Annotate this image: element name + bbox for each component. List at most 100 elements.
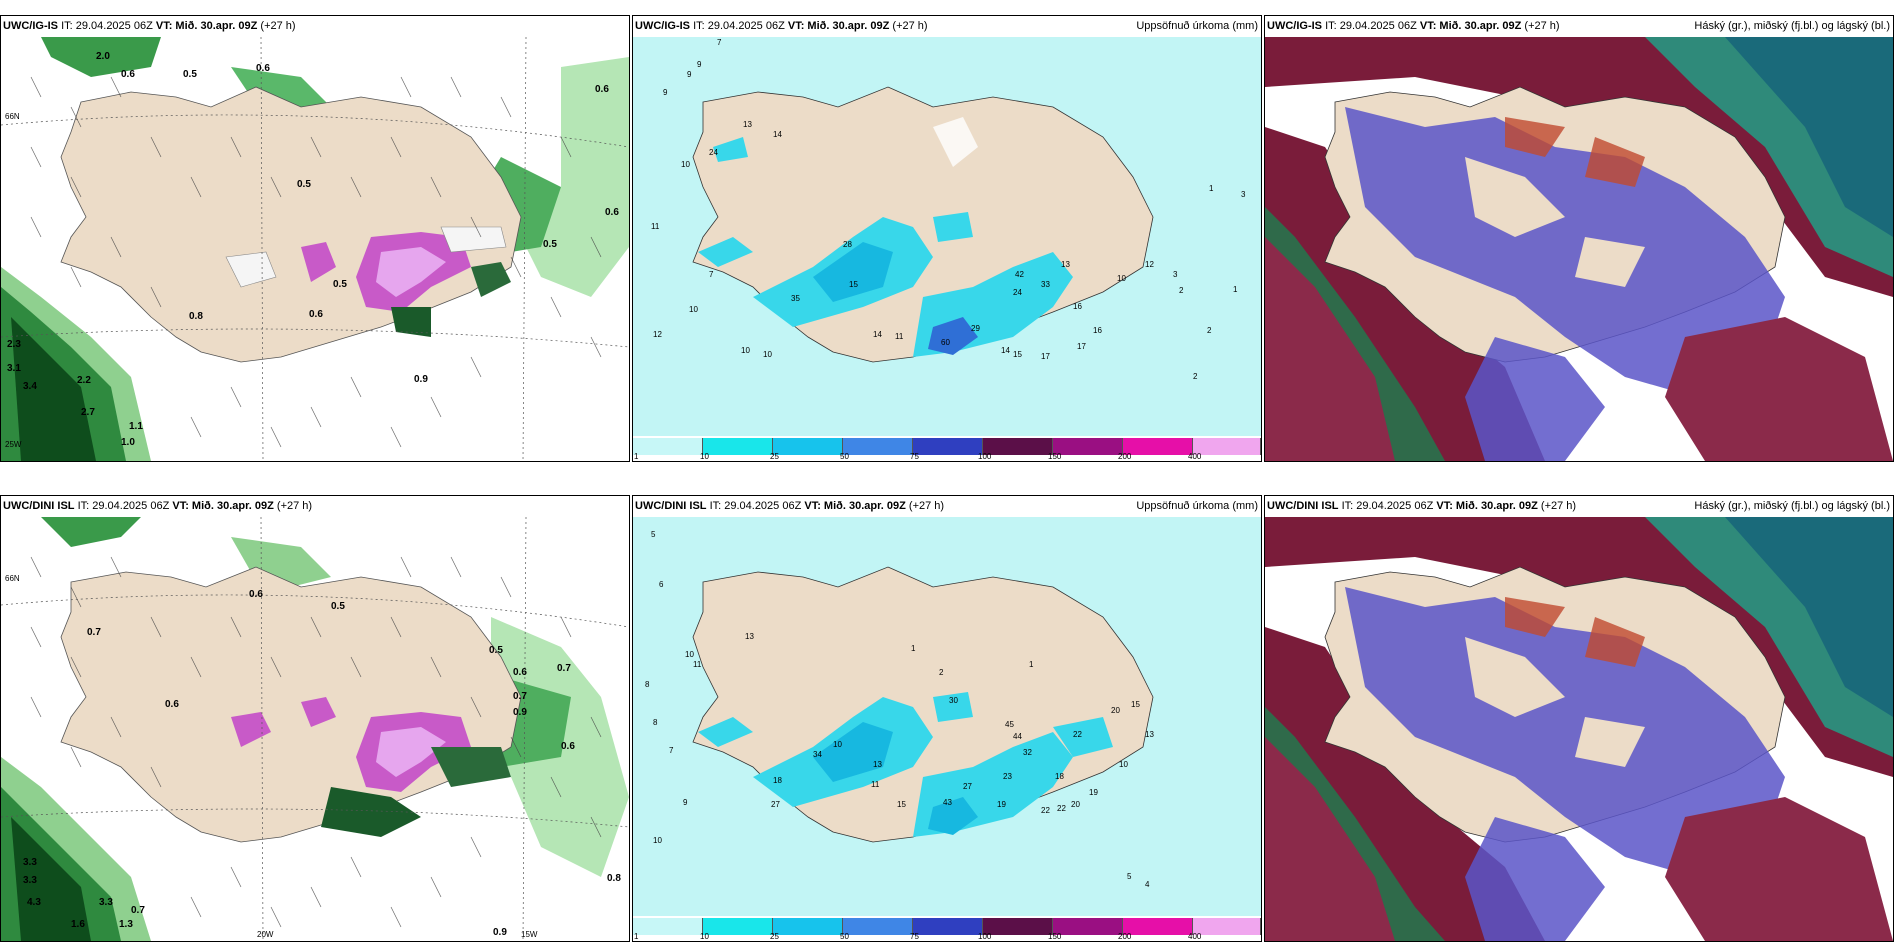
precip-value: 13 <box>873 760 882 769</box>
wind-panel-bottom: UWC/DINI ISL IT: 29.04.2025 06Z VT: Mið.… <box>0 495 630 942</box>
colorbar-swatch <box>773 918 843 935</box>
model-name: UWC/DINI ISL <box>1267 500 1339 512</box>
colorbar-tick: 1 <box>634 452 639 461</box>
cloud-panel-top: UWC/IG-IS IT: 29.04.2025 06Z VT: Mið. 30… <box>1264 15 1894 462</box>
colorbar-swatch <box>1123 918 1193 935</box>
colorbar-swatch <box>703 918 773 935</box>
wind-value: 0.6 <box>249 589 263 600</box>
init-time: IT: 29.04.2025 06Z <box>77 500 170 512</box>
precip-value: 15 <box>849 280 858 289</box>
lat-label: 66N <box>5 112 20 121</box>
precip-value: 4 <box>1145 880 1150 889</box>
precip-value: 22 <box>1041 806 1050 815</box>
wind-value: 3.1 <box>7 363 21 374</box>
colorbar-tick: 25 <box>770 452 779 461</box>
colorbar-tick: 150 <box>1048 932 1062 941</box>
wind-value: 0.6 <box>513 667 527 678</box>
panel-header: UWC/DINI ISL IT: 29.04.2025 06Z VT: Mið.… <box>633 496 1261 517</box>
precip-value: 22 <box>1073 730 1082 739</box>
precip-value: 12 <box>653 330 662 339</box>
init-time: IT: 29.04.2025 06Z <box>693 20 785 32</box>
precip-value: 8 <box>645 680 650 689</box>
colorbar-swatch <box>913 918 983 935</box>
colorbar-tick: 10 <box>700 452 709 461</box>
precip-value: 16 <box>1073 302 1082 311</box>
colorbar-tick: 400 <box>1188 452 1202 461</box>
wind-value: 0.8 <box>189 311 203 322</box>
wind-value: 1.0 <box>121 437 135 448</box>
wind-value: 3.4 <box>23 381 37 392</box>
wind-value: 0.6 <box>605 207 619 218</box>
colorbar-tick: 100 <box>978 452 992 461</box>
wind-value: 0.7 <box>557 663 571 674</box>
valid-time: VT: Mið. 30.apr. 09Z <box>1419 20 1522 32</box>
wind-value: 0.5 <box>297 179 311 190</box>
precip-value: 7 <box>669 746 674 755</box>
wind-value: 1.6 <box>71 919 85 930</box>
precip-colorbar: 1 10 25 50 75 100 150 200 400 <box>633 436 1261 461</box>
panel-header: UWC/IG-IS IT: 29.04.2025 06Z VT: Mið. 30… <box>633 16 1261 37</box>
wind-value: 2.3 <box>7 339 21 350</box>
lead-time: (+27 h) <box>1540 500 1577 512</box>
panel-header: UWC/DINI ISL IT: 29.04.2025 06Z VT: Mið.… <box>1 496 629 517</box>
lead-time: (+27 h) <box>276 500 313 512</box>
model-name: UWC/IG-IS <box>635 20 690 32</box>
colorbar-tick: 100 <box>978 932 992 941</box>
precip-map: 7 9 9 9 24 13 14 10 11 7 10 35 12 10 10 … <box>633 37 1261 461</box>
wind-value: 0.6 <box>309 309 323 320</box>
wind-value: 3.3 <box>99 897 113 908</box>
lat-label: 66N <box>5 574 20 583</box>
wind-value: 0.6 <box>561 741 575 752</box>
precip-value: 15 <box>897 800 906 809</box>
colorbar-swatch <box>773 438 843 455</box>
colorbar-tick: 150 <box>1048 452 1062 461</box>
colorbar-swatch <box>703 438 773 455</box>
colorbar-swatch <box>1123 438 1193 455</box>
precip-value: 30 <box>949 696 958 705</box>
precip-value: 45 <box>1005 720 1014 729</box>
cloud-panel-bottom: UWC/DINI ISL IT: 29.04.2025 06Z VT: Mið.… <box>1264 495 1894 942</box>
colorbar-swatch <box>633 918 703 935</box>
precip-value: 10 <box>653 836 662 845</box>
precip-map: 5 6 8 8 7 10 11 9 10 27 18 34 30 13 10 1… <box>633 517 1261 941</box>
precip-value: 19 <box>997 800 1006 809</box>
precip-value: 6 <box>659 580 664 589</box>
wind-value: 0.5 <box>331 601 345 612</box>
wind-value: 1.3 <box>119 919 133 930</box>
wind-value: 1.1 <box>129 421 143 432</box>
precip-value: 32 <box>1023 748 1032 757</box>
wind-value: 2.0 <box>96 51 110 62</box>
colorbar-swatch <box>633 438 703 455</box>
precip-value: 17 <box>1041 352 1050 361</box>
init-time: IT: 29.04.2025 06Z <box>61 20 153 32</box>
precip-value: 11 <box>895 332 904 341</box>
wind-map: 0.6 0.5 0.6 0.7 0.5 0.6 0.7 0.7 0.9 3.3 … <box>1 517 629 941</box>
precip-value: 10 <box>763 350 772 359</box>
precip-value: 1 <box>911 644 916 653</box>
model-name: UWC/IG-IS <box>3 20 58 32</box>
precip-title: Uppsöfnuð úrkoma (mm) <box>1136 500 1258 512</box>
wind-value: 0.7 <box>131 905 145 916</box>
precip-value: 23 <box>1003 772 1012 781</box>
wind-value: 2.7 <box>81 407 95 418</box>
wind-value: 3.3 <box>23 875 37 886</box>
precip-value: 24 <box>1013 288 1022 297</box>
precip-value: 5 <box>1127 872 1132 881</box>
lon-label: 25W <box>5 440 22 449</box>
lead-time: (+27 h) <box>908 500 945 512</box>
precip-value: 33 <box>1041 280 1050 289</box>
precip-value: 22 <box>1057 804 1066 813</box>
precip-value: 5 <box>651 530 656 539</box>
wind-value: 0.6 <box>595 84 609 95</box>
precip-value: 13 <box>1145 730 1154 739</box>
precip-value: 3 <box>1173 270 1178 279</box>
precip-value: 15 <box>1013 350 1022 359</box>
colorbar-swatch <box>1053 438 1123 455</box>
wind-value: 0.6 <box>256 63 270 74</box>
wind-value: 0.5 <box>183 69 197 80</box>
precip-value: 18 <box>773 776 782 785</box>
lead-time: (+27 h) <box>1524 20 1560 32</box>
precip-value: 34 <box>813 750 822 759</box>
precip-value: 9 <box>687 70 692 79</box>
precip-value: 2 <box>1193 372 1198 381</box>
